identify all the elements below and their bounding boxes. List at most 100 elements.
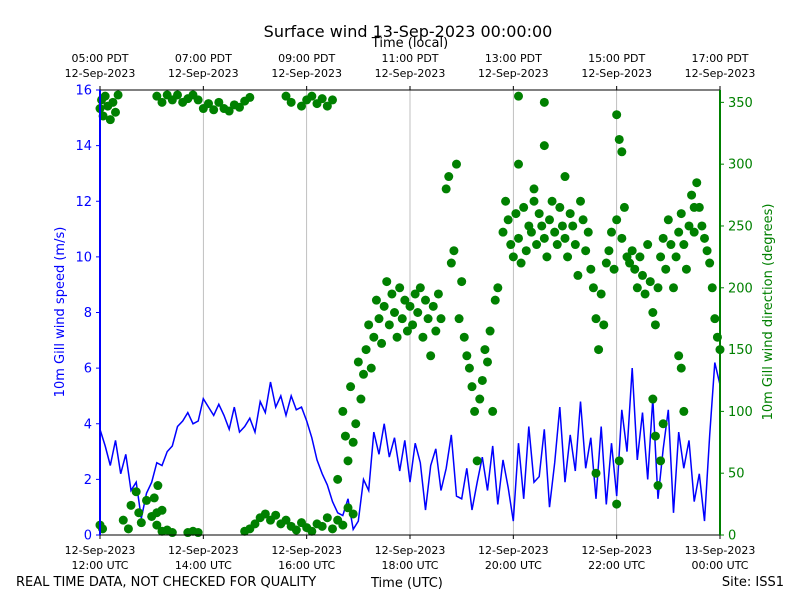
top-tick-time-3: 11:00 PDT bbox=[381, 52, 438, 65]
left-tick-label-5: 10 bbox=[75, 250, 92, 265]
direction-point-17 bbox=[142, 495, 151, 505]
wind-speed-line bbox=[99, 362, 721, 532]
right-tick-label-2: 100 bbox=[728, 405, 753, 420]
direction-point-213 bbox=[663, 215, 673, 225]
direction-point-108 bbox=[408, 320, 418, 330]
direction-point-195 bbox=[617, 233, 627, 243]
top-tick-time-1: 07:00 PDT bbox=[175, 52, 232, 65]
direction-point-130 bbox=[467, 382, 477, 392]
direction-point-170 bbox=[573, 270, 583, 280]
direction-point-155 bbox=[534, 209, 544, 219]
bottom-tick-time-2: 16:00 UTC bbox=[278, 559, 335, 572]
right-tick-label-6: 300 bbox=[728, 158, 753, 173]
direction-point-77 bbox=[317, 94, 327, 104]
direction-point-191 bbox=[617, 147, 627, 157]
bottom-tick-date-5: 12-Sep-2023 bbox=[581, 544, 652, 557]
left-tick-label-4: 8 bbox=[84, 306, 92, 321]
direction-point-55 bbox=[271, 510, 281, 520]
direction-point-203 bbox=[638, 270, 647, 280]
direction-point-137 bbox=[485, 326, 495, 336]
direction-point-149 bbox=[519, 202, 529, 212]
direction-point-159 bbox=[545, 215, 554, 225]
top-tick-date-6: 12-Sep-2023 bbox=[685, 67, 756, 80]
direction-point-95 bbox=[374, 314, 384, 324]
direction-point-31 bbox=[173, 90, 182, 100]
direction-point-19 bbox=[152, 520, 162, 530]
direction-point-175 bbox=[586, 264, 596, 274]
direction-point-186 bbox=[514, 159, 523, 169]
direction-point-138 bbox=[488, 406, 498, 416]
direction-point-209 bbox=[653, 283, 663, 293]
direction-point-181 bbox=[601, 258, 611, 268]
direction-point-86 bbox=[351, 419, 361, 429]
direction-point-154 bbox=[532, 240, 542, 250]
direction-point-57 bbox=[281, 515, 291, 525]
direction-point-15 bbox=[134, 508, 144, 518]
direction-point-239 bbox=[653, 481, 663, 491]
direction-point-70 bbox=[348, 509, 358, 519]
direction-point-228 bbox=[702, 246, 712, 256]
direction-point-114 bbox=[423, 314, 433, 324]
direction-point-188 bbox=[560, 172, 570, 182]
bottom-axis-label: Time (UTC) bbox=[371, 576, 443, 591]
left-tick-label-1: 2 bbox=[84, 473, 92, 488]
direction-point-126 bbox=[457, 277, 467, 287]
direction-point-84 bbox=[346, 382, 356, 392]
direction-point-81 bbox=[338, 406, 348, 416]
direction-point-16 bbox=[136, 518, 146, 528]
direction-point-225 bbox=[694, 202, 704, 212]
direction-point-184 bbox=[609, 264, 619, 274]
direction-point-206 bbox=[645, 277, 655, 287]
direction-point-146 bbox=[511, 209, 521, 219]
direction-point-214 bbox=[666, 240, 676, 250]
direction-point-131 bbox=[470, 406, 480, 416]
bottom-tick-date-4: 12-Sep-2023 bbox=[478, 544, 549, 557]
direction-point-110 bbox=[413, 308, 423, 317]
left-tick-label-7: 14 bbox=[75, 139, 92, 154]
direction-point-219 bbox=[679, 240, 689, 250]
top-tick-date-4: 12-Sep-2023 bbox=[478, 67, 549, 80]
direction-point-53 bbox=[260, 509, 270, 519]
direction-point-123 bbox=[449, 246, 459, 256]
direction-point-179 bbox=[596, 289, 606, 299]
direction-point-168 bbox=[568, 221, 578, 231]
top-tick-date-1: 12-Sep-2023 bbox=[168, 67, 239, 80]
direction-point-25 bbox=[152, 508, 162, 518]
direction-point-215 bbox=[669, 283, 678, 293]
direction-point-161 bbox=[550, 227, 560, 237]
direction-point-243 bbox=[676, 363, 686, 373]
direction-point-98 bbox=[382, 277, 392, 287]
direction-point-150 bbox=[521, 246, 531, 256]
direction-point-144 bbox=[506, 240, 516, 250]
direction-point-109 bbox=[410, 289, 420, 299]
bottom-tick-date-6: 13-Sep-2023 bbox=[685, 544, 756, 557]
direction-point-227 bbox=[700, 233, 709, 243]
direction-point-68 bbox=[338, 520, 348, 530]
direction-point-176 bbox=[588, 283, 598, 293]
direction-point-78 bbox=[322, 101, 332, 111]
bottom-axis-ticks: 12-Sep-2023 12:00 UTC 12-Sep-2023 14:00 UTC… bbox=[65, 535, 756, 572]
direction-point-104 bbox=[397, 314, 407, 324]
top-tick-date-5: 12-Sep-2023 bbox=[581, 67, 652, 80]
direction-point-143 bbox=[503, 215, 513, 225]
direction-point-118 bbox=[433, 289, 443, 299]
direction-point-5 bbox=[105, 115, 115, 125]
direction-point-224 bbox=[692, 178, 702, 188]
direction-point-220 bbox=[681, 264, 691, 274]
direction-point-148 bbox=[516, 258, 526, 268]
direction-point-124 bbox=[452, 159, 461, 169]
direction-point-182 bbox=[604, 246, 614, 256]
direction-point-193 bbox=[539, 97, 549, 107]
direction-point-116 bbox=[428, 301, 438, 311]
direction-point-164 bbox=[557, 221, 567, 231]
direction-point-202 bbox=[635, 252, 645, 262]
direction-point-163 bbox=[555, 202, 565, 212]
direction-point-218 bbox=[676, 209, 686, 219]
direction-point-113 bbox=[421, 295, 430, 305]
direction-point-66 bbox=[328, 524, 337, 534]
direction-point-12 bbox=[123, 524, 133, 534]
direction-point-158 bbox=[542, 252, 552, 262]
direction-point-132 bbox=[472, 456, 482, 466]
direction-point-196 bbox=[619, 202, 629, 212]
direction-point-245 bbox=[689, 227, 699, 237]
